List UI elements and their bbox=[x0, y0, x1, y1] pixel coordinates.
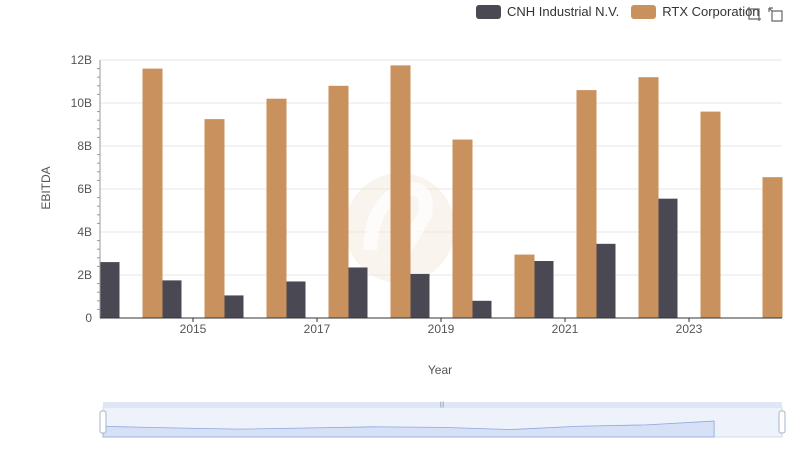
data-zoom-preview bbox=[102, 420, 715, 438]
bars bbox=[99, 65, 783, 318]
bar-rtx-2016[interactable] bbox=[266, 98, 287, 318]
bar-rtx-2024[interactable] bbox=[762, 177, 783, 318]
bar-cnh-2023[interactable] bbox=[657, 198, 678, 318]
x-axis-label: Year bbox=[428, 363, 452, 377]
bar-cnh-2019[interactable] bbox=[409, 273, 430, 318]
bar-rtx-2017[interactable] bbox=[328, 85, 349, 318]
bar-cnh-2014[interactable] bbox=[99, 262, 120, 318]
bar-rtx-2015[interactable] bbox=[204, 119, 225, 318]
legend-swatch-cnh bbox=[476, 4, 501, 19]
legend-item-cnh[interactable]: CNH Industrial N.V. bbox=[476, 4, 619, 19]
x-tick-label: 2023 bbox=[676, 322, 703, 336]
restore-icon[interactable] bbox=[768, 6, 784, 22]
legend-swatch-rtx bbox=[631, 4, 657, 19]
legend: CNH Industrial N.V. RTX Corporation bbox=[476, 4, 760, 19]
x-tick-label: 2021 bbox=[552, 322, 579, 336]
bar-cnh-2020[interactable] bbox=[471, 300, 492, 318]
bar-cnh-2018[interactable] bbox=[347, 267, 368, 318]
bar-rtx-2019[interactable] bbox=[452, 139, 473, 318]
y-tick-label: 6B bbox=[77, 182, 92, 196]
legend-label-rtx: RTX Corporation bbox=[662, 4, 760, 19]
legend-label-cnh: CNH Industrial N.V. bbox=[507, 4, 620, 19]
bar-cnh-2016[interactable] bbox=[223, 295, 244, 318]
bar-rtx-2022[interactable] bbox=[638, 77, 659, 318]
bar-cnh-2022[interactable] bbox=[595, 243, 616, 318]
x-tick-label: 2015 bbox=[180, 322, 207, 336]
legend-item-rtx[interactable]: RTX Corporation bbox=[631, 4, 760, 19]
y-tick-label: 12B bbox=[71, 53, 92, 67]
bar-rtx-2014[interactable] bbox=[142, 68, 163, 318]
data-zoom-handle-right[interactable] bbox=[778, 410, 786, 434]
y-tick-label: 0 bbox=[85, 311, 92, 325]
y-tick-label: 10B bbox=[71, 96, 92, 110]
zoom-icon[interactable] bbox=[746, 6, 762, 22]
bar-rtx-2020[interactable] bbox=[514, 254, 535, 318]
bar-rtx-2018[interactable] bbox=[390, 65, 411, 318]
data-zoom-grip-icon[interactable]: ||| bbox=[440, 402, 445, 408]
bar-cnh-2015[interactable] bbox=[161, 280, 182, 318]
data-zoom-slider[interactable]: ||| bbox=[99, 402, 786, 438]
y-axis: 0 2B 4B 6B 8B 10B 12B bbox=[71, 53, 101, 325]
bar-cnh-2017[interactable] bbox=[285, 281, 306, 318]
x-tick-label: 2019 bbox=[428, 322, 455, 336]
bar-rtx-2021[interactable] bbox=[576, 90, 597, 318]
y-tick-label: 2B bbox=[77, 268, 92, 282]
x-tick-label: 2017 bbox=[304, 322, 331, 336]
x-axis: 2015 2017 2019 2021 2023 bbox=[100, 317, 782, 336]
bar-rtx-2023[interactable] bbox=[700, 111, 721, 318]
y-tick-label: 8B bbox=[77, 139, 92, 153]
data-zoom-handle-left[interactable] bbox=[99, 410, 107, 434]
y-tick-label: 4B bbox=[77, 225, 92, 239]
bar-cnh-2021[interactable] bbox=[533, 261, 554, 318]
toolbox bbox=[746, 6, 784, 22]
y-axis-label: EBITDA bbox=[39, 166, 53, 209]
grid bbox=[100, 59, 782, 319]
data-zoom-bar[interactable] bbox=[103, 402, 782, 408]
